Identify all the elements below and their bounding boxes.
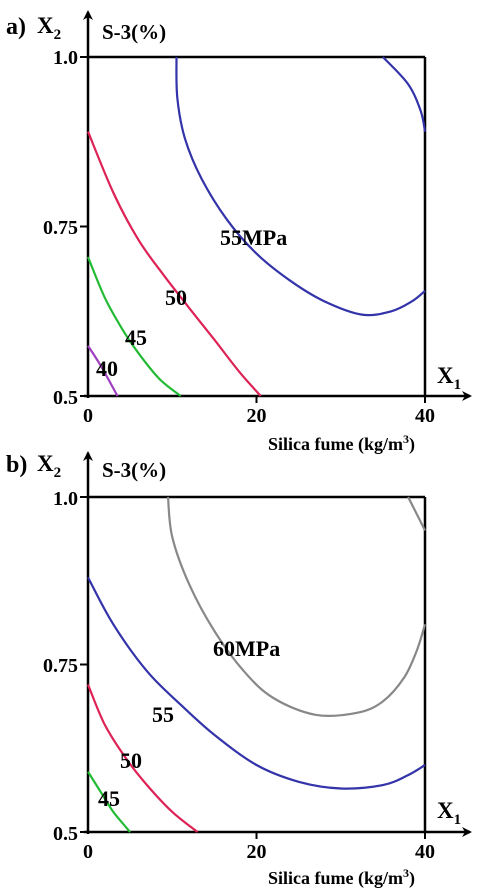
panel-a-x-axis-letter: X <box>437 363 454 388</box>
panel-b-xtick-label: 0 <box>83 841 93 863</box>
panel-a-x-axis-name: X1 <box>437 363 461 393</box>
contour-line <box>87 345 119 397</box>
panel-b-x-axis-label-sup: 3 <box>403 866 409 880</box>
panel-b-xtick-label: 20 <box>247 841 267 863</box>
contour-label: 45 <box>125 325 147 350</box>
panel-a-xtick-label: 0 <box>83 405 93 427</box>
contour-label: 40 <box>96 356 118 381</box>
panel-b-ytick-label: 1.0 <box>53 488 78 510</box>
panel-a-x-axis-label-sup: 3 <box>403 432 409 446</box>
contour-line <box>86 684 199 833</box>
panel-a-x-axis-label-text: Silica fume (kg/m <box>268 434 403 455</box>
panel-a: a) X2 S-3(%) 1.0 0.75 0.5 0 20 40 X1 Sil… <box>6 10 472 455</box>
panel-b-x-axis-label-text: Silica fume (kg/m <box>268 868 403 889</box>
panel-a-ytick-label: 0.75 <box>43 217 78 239</box>
panel-a-ytick-label: 0.5 <box>53 387 78 409</box>
contour-label: 55 <box>152 702 174 727</box>
contour-line <box>86 256 182 397</box>
panel-a-label: a) <box>6 14 26 40</box>
panel-b-ytick-label: 0.5 <box>53 823 78 845</box>
contour-line <box>86 131 262 397</box>
contour-label: 50 <box>120 748 142 773</box>
panel-b-x-axis-label: Silica fume (kg/m3) <box>268 866 415 889</box>
panel-b-x-axis-label-end: ) <box>409 868 415 889</box>
panel-b-y-axis-name: X2 <box>37 451 61 481</box>
panel-a-contours <box>86 56 427 397</box>
contour-label: 45 <box>98 786 120 811</box>
contour-line <box>87 576 426 790</box>
panel-b-x-axis-subscript: 1 <box>454 812 462 828</box>
panel-b-label: b) <box>6 452 27 478</box>
panel-b-ytick-label: 0.75 <box>43 655 78 677</box>
contour-line <box>382 56 427 132</box>
contour-line <box>166 496 427 717</box>
panel-b-y-axis-subscript: 2 <box>54 465 62 481</box>
panel-a-y-axis-letter: X <box>37 13 54 38</box>
panel-b-title: S-3(%) <box>102 458 166 482</box>
panel-a-y-axis-name: X2 <box>37 13 61 43</box>
panel-a-contour-labels: 40 45 50 55MPa <box>96 225 287 381</box>
panel-a-y-axis-subscript: 2 <box>54 27 62 43</box>
panel-b-xtick-label: 40 <box>415 841 435 863</box>
panel-a-ytick-label: 1.0 <box>53 47 78 69</box>
panel-b-x-axis-name: X1 <box>437 798 461 828</box>
contour-label: 60MPa <box>213 636 280 661</box>
panel-a-x-axis-label: Silica fume (kg/m3) <box>268 432 415 455</box>
panel-b-y-axis-letter: X <box>37 451 54 476</box>
panel-a-xtick-label: 20 <box>247 405 267 427</box>
panel-b-contour-labels: 45 50 55 60MPa <box>98 636 280 811</box>
panel-a-x-axis-label-end: ) <box>409 434 415 455</box>
contour-line <box>407 496 426 531</box>
panel-b-contours <box>86 496 427 833</box>
panel-b: b) X2 S-3(%) 1.0 0.75 0.5 0 20 40 X1 Sil… <box>6 451 472 889</box>
panel-a-title: S-3(%) <box>102 20 166 44</box>
contour-line <box>175 56 426 317</box>
contour-line <box>87 771 131 833</box>
contour-label: 50 <box>165 285 187 310</box>
contour-label: 55MPa <box>220 225 287 250</box>
panel-a-xtick-label: 40 <box>415 405 435 427</box>
panel-b-x-axis-letter: X <box>437 798 454 823</box>
panel-a-x-axis-subscript: 1 <box>454 377 462 393</box>
